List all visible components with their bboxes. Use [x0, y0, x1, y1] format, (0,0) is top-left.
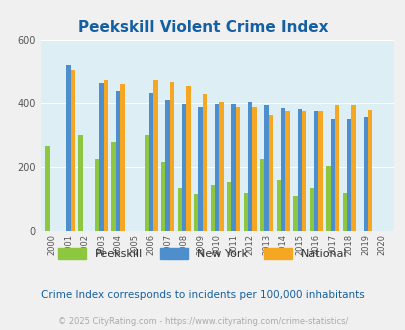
Bar: [247, 102, 252, 231]
Bar: [149, 93, 153, 231]
Bar: [186, 86, 190, 231]
Bar: [351, 105, 355, 231]
Bar: [292, 196, 297, 231]
Bar: [120, 83, 125, 231]
Bar: [198, 107, 202, 231]
Bar: [66, 65, 71, 231]
Text: Crime Index corresponds to incidents per 100,000 inhabitants: Crime Index corresponds to incidents per…: [41, 290, 364, 300]
Text: Peekskill Violent Crime Index: Peekskill Violent Crime Index: [78, 20, 327, 35]
Bar: [104, 81, 108, 231]
Bar: [95, 159, 99, 231]
Bar: [177, 188, 181, 231]
Bar: [367, 110, 371, 231]
Bar: [362, 117, 367, 231]
Bar: [301, 111, 306, 231]
Bar: [276, 180, 280, 231]
Bar: [280, 108, 285, 231]
Bar: [264, 105, 268, 231]
Bar: [219, 102, 223, 231]
Bar: [161, 162, 165, 231]
Bar: [259, 159, 264, 231]
Text: © 2025 CityRating.com - https://www.cityrating.com/crime-statistics/: © 2025 CityRating.com - https://www.city…: [58, 317, 347, 326]
Bar: [309, 188, 313, 231]
Bar: [297, 109, 301, 231]
Bar: [334, 105, 339, 231]
Bar: [45, 147, 50, 231]
Bar: [165, 100, 170, 231]
Bar: [194, 194, 198, 231]
Bar: [99, 82, 104, 231]
Bar: [268, 115, 273, 231]
Bar: [231, 104, 235, 231]
Bar: [325, 166, 330, 231]
Bar: [318, 111, 322, 231]
Bar: [243, 193, 247, 231]
Bar: [111, 142, 116, 231]
Bar: [285, 111, 289, 231]
Bar: [71, 70, 75, 231]
Bar: [330, 119, 334, 231]
Bar: [181, 104, 186, 231]
Bar: [252, 107, 256, 231]
Bar: [78, 135, 83, 231]
Bar: [346, 119, 351, 231]
Bar: [202, 94, 207, 231]
Bar: [235, 107, 240, 231]
Legend: Peekskill, New York, National: Peekskill, New York, National: [54, 243, 351, 263]
Bar: [144, 135, 149, 231]
Bar: [342, 193, 346, 231]
Bar: [170, 82, 174, 231]
Bar: [313, 112, 318, 231]
Bar: [210, 185, 215, 231]
Bar: [226, 182, 231, 231]
Bar: [215, 104, 219, 231]
Bar: [153, 80, 158, 231]
Bar: [116, 91, 120, 231]
